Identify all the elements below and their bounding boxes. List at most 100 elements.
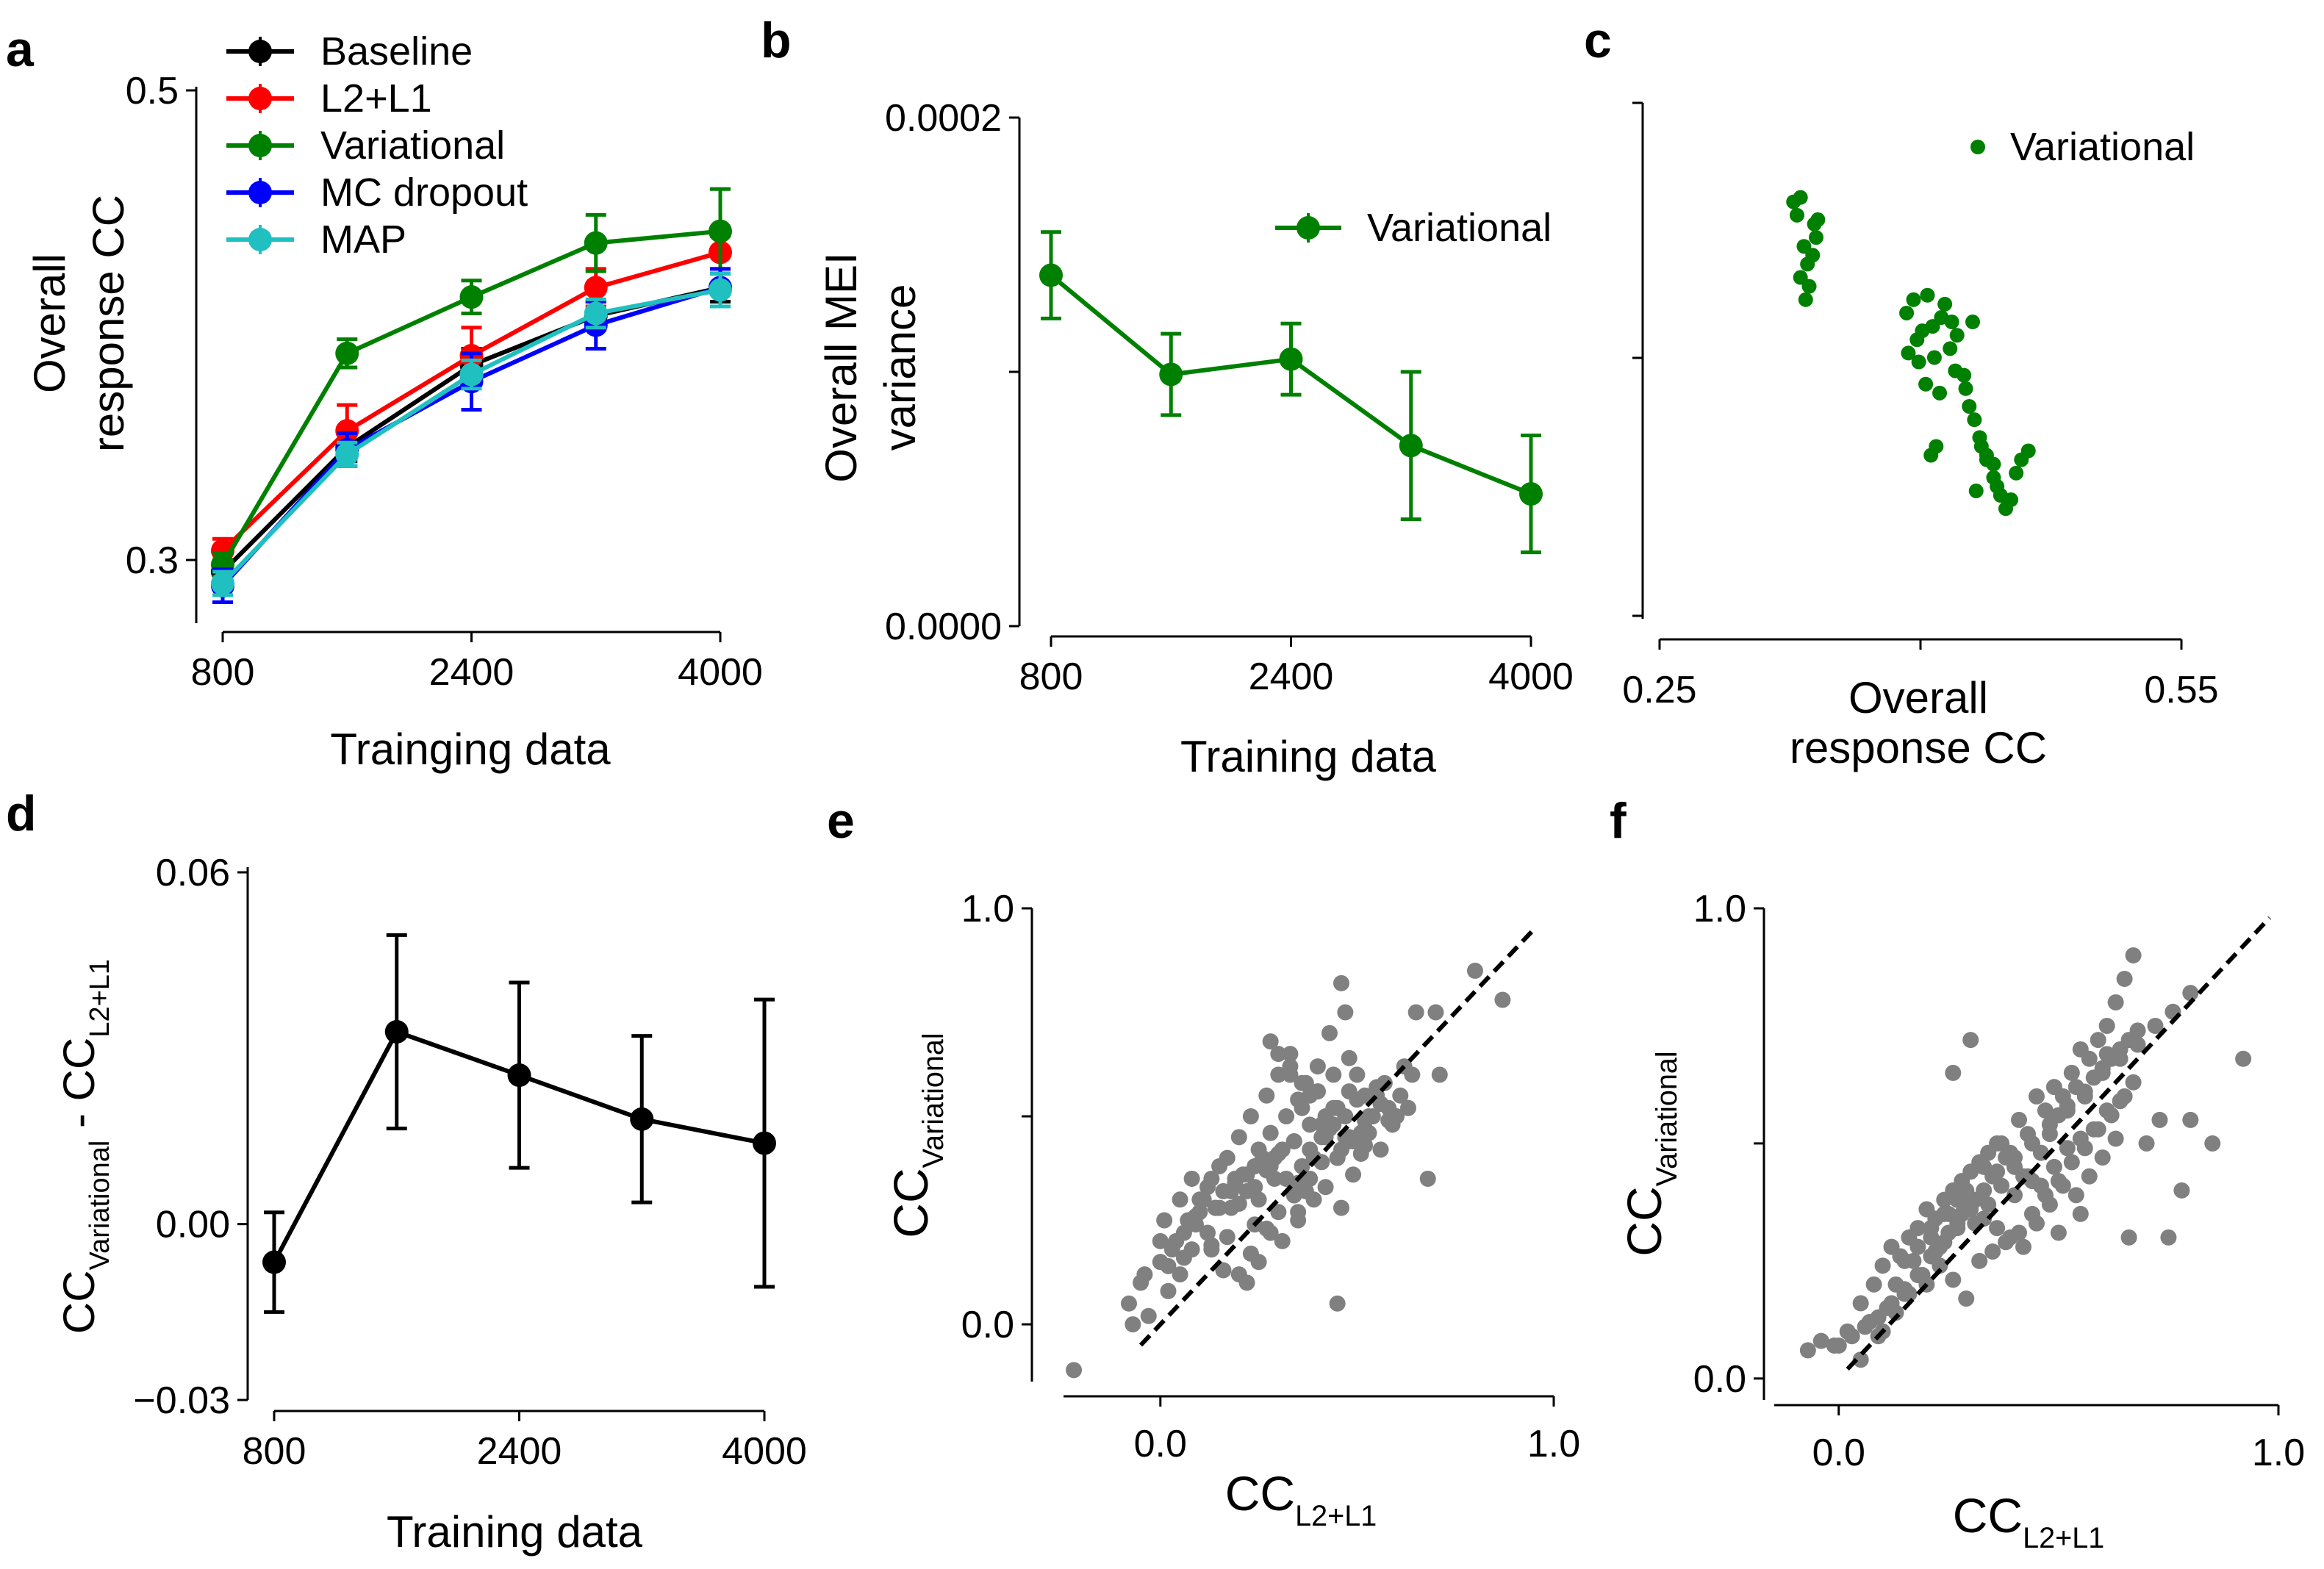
x-tick-label: 0.0: [1812, 1432, 1865, 1474]
scatter-point: [2059, 1140, 2076, 1157]
data-point: [709, 278, 732, 302]
identity-diagonal: [1846, 916, 2272, 1371]
scatter-point: [1156, 1212, 1173, 1229]
scatter-point: [1278, 1108, 1295, 1125]
x-tick-label: 1.0: [2252, 1432, 2305, 1474]
scatter-point: [2090, 1121, 2106, 1138]
scatter-point: [2063, 1064, 2080, 1081]
legend-label: Baseline: [320, 29, 473, 73]
legend-marker: [248, 228, 272, 251]
scatter-point: [2037, 1102, 2054, 1119]
scatter-point: [1230, 1266, 1247, 1283]
scatter-point: [1290, 1212, 1307, 1229]
data-point: [1159, 362, 1183, 387]
y-axis-label: CCVariational: [883, 1033, 950, 1238]
y-tick-label: 0.0002: [885, 97, 1002, 140]
data-point: [1399, 434, 1423, 458]
y-axis-label: Overall MEI: [817, 252, 866, 482]
y-axis-label-part: -: [54, 1101, 104, 1140]
scatter-point: [1282, 1066, 1299, 1083]
scatter-point: [1270, 1204, 1287, 1221]
scatter-point: [1152, 1232, 1169, 1249]
y-axis-label: Overall: [25, 254, 74, 393]
data-point: [211, 571, 234, 595]
panel-label-e: e: [827, 793, 855, 849]
y-tick-label: 0.0000: [885, 606, 1002, 648]
scatter-point: [1302, 1141, 1319, 1158]
scatter-point: [1937, 296, 1953, 312]
y-axis-label-main: CC: [883, 1168, 938, 1238]
scatter-point: [1943, 341, 1958, 356]
scatter-point: [2050, 1173, 2067, 1190]
scatter-point: [1230, 1195, 1247, 1212]
data-point: [459, 362, 484, 387]
scatter-point: [2041, 1116, 2058, 1133]
scatter-point: [1215, 1262, 1232, 1279]
scatter-point: [1262, 1033, 1279, 1050]
data-point: [630, 1107, 654, 1131]
scatter-point: [1972, 430, 1987, 445]
scatter-point: [1805, 248, 1821, 263]
y-tick-label: 0.0: [1693, 1358, 1746, 1401]
scatter-point: [1282, 1046, 1299, 1063]
scatter-point: [2147, 1017, 2164, 1034]
x-tick-label: 2400: [429, 651, 514, 694]
scatter-point: [1309, 1058, 1326, 1075]
scatter-point: [2112, 1050, 2128, 1067]
scatter-point: [1321, 1121, 1338, 1138]
scatter-point: [1918, 376, 1934, 392]
x-tick-label: 0.55: [2144, 669, 2218, 711]
scatter-point: [2076, 1083, 2093, 1100]
scatter-point: [1407, 1004, 1424, 1021]
scatter-point: [1172, 1191, 1188, 1208]
scatter-point: [1191, 1204, 1208, 1221]
scatter-point: [1980, 1196, 1997, 1213]
scatter-point: [1989, 1135, 2006, 1152]
scatter-point: [2103, 1107, 2120, 1124]
scatter-point: [1427, 1004, 1444, 1021]
scatter-point: [1909, 1267, 1926, 1284]
scatter-point: [1986, 470, 2001, 485]
scatter-point: [2050, 1224, 2067, 1241]
x-axis-label: Training data: [1180, 732, 1437, 781]
scatter-point: [1896, 1252, 1913, 1269]
scatter-point: [2011, 1224, 2028, 1241]
panel-label-c: c: [1584, 12, 1612, 68]
scatter-point: [1934, 310, 1949, 325]
scatter-point: [1372, 1141, 1389, 1158]
scatter-point: [1909, 332, 1925, 348]
scatter-point: [1793, 190, 1808, 205]
scatter-point: [2235, 1050, 2252, 1067]
scatter-point: [2023, 1205, 2040, 1222]
scatter-point: [1325, 1066, 1342, 1083]
data-point: [335, 442, 359, 467]
scatter-point: [1360, 1124, 1377, 1141]
scatter-point: [1345, 1166, 1362, 1183]
scatter-point: [1920, 287, 1935, 303]
x-axis-label-main: CC: [1953, 1488, 2023, 1543]
y-tick-label: 0.0: [961, 1304, 1014, 1346]
scatter-point: [1372, 1096, 1389, 1113]
data-point: [335, 419, 359, 443]
scatter-point: [1852, 1351, 1869, 1368]
scatter-point: [1163, 1241, 1180, 1258]
scatter-point: [1923, 1220, 1940, 1237]
scatter-point: [2081, 1050, 2098, 1067]
scatter-point: [2059, 1102, 2076, 1119]
scatter-point: [2009, 465, 2024, 481]
scatter-point: [2125, 1074, 2142, 1091]
x-axis-label: Training data: [387, 1507, 643, 1557]
x-tick-label: 4000: [1488, 656, 1574, 698]
scatter-point: [1215, 1182, 1232, 1199]
scatter-point: [1896, 1281, 1913, 1298]
scatter-point: [1830, 1338, 1847, 1354]
scatter-point: [1341, 1049, 1358, 1066]
legend-label: Variational: [1367, 206, 1552, 250]
scatter-point: [1302, 1116, 1319, 1133]
x-axis-label-sub: L2+L1: [2023, 1522, 2104, 1554]
scatter-point: [2067, 1187, 2084, 1204]
y-tick-label: 0.00: [156, 1204, 230, 1246]
x-tick-label: 4000: [678, 651, 763, 694]
scatter-point: [1843, 1328, 1860, 1345]
